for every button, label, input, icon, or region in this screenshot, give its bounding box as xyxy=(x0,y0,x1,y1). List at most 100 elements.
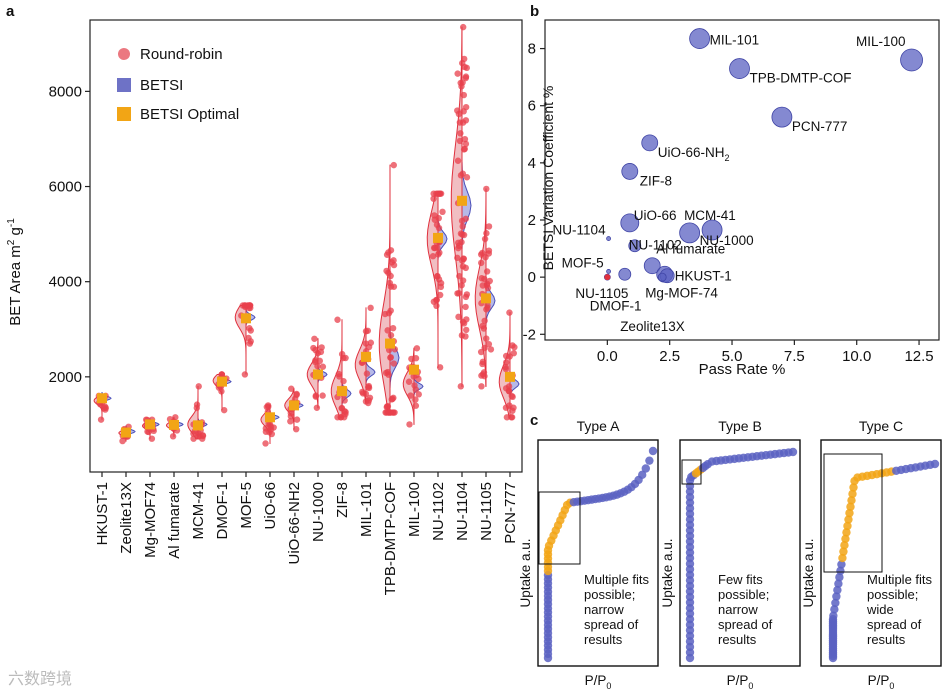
point-red-origin xyxy=(604,274,611,281)
panel-c-annotation-line: possible; xyxy=(718,587,769,602)
panel-c-title: Type B xyxy=(718,418,762,434)
round-robin-point xyxy=(384,403,392,410)
x-tick-label-zif-8: ZIF-8 xyxy=(334,482,351,518)
panel-c-annotation-line: results xyxy=(718,632,757,647)
round-robin-point xyxy=(511,343,518,351)
panel-c-annotation-line: Multiple fits xyxy=(584,572,650,587)
isotherm-point xyxy=(831,598,840,608)
panel-c-annotation-line: narrow xyxy=(584,602,624,617)
x-tick-label-mil-100: MIL-100 xyxy=(406,482,423,537)
violin-mil-101 xyxy=(354,304,376,407)
isotherm-point xyxy=(788,447,798,457)
round-robin-point xyxy=(484,302,491,309)
round-robin-point xyxy=(435,276,443,283)
round-robin-point xyxy=(454,157,462,164)
panel-c-frame xyxy=(537,439,659,667)
round-robin-point xyxy=(413,345,421,352)
round-robin-point xyxy=(463,174,471,181)
round-robin-point xyxy=(433,190,440,197)
x-tick-label-hkust-1: HKUST-1 xyxy=(94,482,111,545)
round-robin-point xyxy=(387,272,394,280)
round-robin-point xyxy=(457,172,465,179)
isotherm-point-fit xyxy=(848,489,857,499)
round-robin-point xyxy=(461,135,469,143)
round-robin-point xyxy=(365,343,373,351)
round-robin-point xyxy=(262,425,270,432)
subscript: 2 xyxy=(724,153,729,163)
panel-c-y-label: Uptake a.u. xyxy=(801,538,816,607)
panel-c-annotation-line: spread of xyxy=(867,617,922,632)
panel-c-x-label: P/P0 xyxy=(727,673,754,691)
isotherm-point-fit xyxy=(838,553,847,563)
isotherm-point-fit xyxy=(841,534,850,543)
panel-a-legend: Round-robin BETSI BETSI Optimal xyxy=(117,46,239,123)
round-robin-point xyxy=(478,259,485,267)
violin-nu-1102 xyxy=(426,190,448,371)
round-robin-point xyxy=(509,407,516,414)
panel-c-selection-box xyxy=(538,491,581,565)
round-robin-point xyxy=(505,387,513,395)
point-label-hkust-1: HKUST-1 xyxy=(675,268,732,283)
x-tick-label-uio-66: UiO-66 xyxy=(262,482,279,530)
round-robin-point xyxy=(101,403,109,410)
round-robin-point xyxy=(338,350,346,358)
round-robin-point xyxy=(313,404,321,411)
round-robin-point xyxy=(415,391,422,398)
round-robin-point xyxy=(433,296,440,304)
point-label-uio-66: UiO-66 xyxy=(634,208,677,223)
panel-c-annotation-line: Few fits xyxy=(718,572,763,587)
round-robin-point xyxy=(458,83,465,90)
round-robin-point xyxy=(478,275,485,282)
round-robin-point xyxy=(485,340,493,348)
round-robin-point xyxy=(454,254,461,262)
isotherm-point-fit xyxy=(840,541,849,550)
panel-c-y-label: Uptake a.u. xyxy=(518,538,533,607)
legend-marker-betsi xyxy=(117,78,131,92)
round-robin-point xyxy=(479,360,486,368)
point-pcn-777 xyxy=(771,106,793,128)
round-robin-point xyxy=(387,247,395,254)
round-robin-point xyxy=(459,318,467,326)
round-robin-point xyxy=(387,283,395,290)
round-robin-point xyxy=(311,335,318,342)
x-tick-label: 0.0 xyxy=(597,348,618,365)
isotherm-point-fit xyxy=(843,521,852,531)
panel-b-points: MIL-101 MIL-100 TPB-DMTP-COF PCN-777 UiO-66-… xyxy=(553,28,923,334)
panel-c-type-a: Type A Uptake a.u. P/P0 Multiple fitspossib… xyxy=(518,418,659,691)
round-robin-point xyxy=(485,247,493,254)
round-robin-point xyxy=(485,223,493,230)
panel-label-c: c xyxy=(530,412,538,429)
panel-a-frame xyxy=(89,19,523,473)
point-label-mcm-41: MCM-41 xyxy=(684,208,736,223)
round-robin-point xyxy=(247,338,254,345)
round-robin-point xyxy=(97,416,105,423)
round-robin-point xyxy=(383,267,390,275)
round-robin-point xyxy=(195,383,202,390)
x-tick-label-pcn-777: PCN-777 xyxy=(502,482,519,544)
subscript: 0 xyxy=(606,681,611,691)
point-label-tpb-dmtp-cof: TPB-DMTP-COF xyxy=(750,71,852,86)
isotherm-point-fit xyxy=(847,496,856,505)
betsi-optimal-marker-mg-mof74 xyxy=(145,419,155,430)
isotherm-point xyxy=(930,459,940,469)
betsi-optimal-marker-nu-1102 xyxy=(433,232,443,243)
round-robin-point xyxy=(458,282,465,289)
round-robin-point xyxy=(220,406,228,414)
legend-label-betsi-optimal: BETSI Optimal xyxy=(140,106,239,123)
round-robin-point xyxy=(312,393,320,400)
round-robin-point xyxy=(319,392,326,399)
x-tick-label: 10.0 xyxy=(842,348,871,365)
panel-c-title: Type A xyxy=(577,418,620,434)
point-tpb-dmtp-cof xyxy=(729,58,750,79)
x-tick-label: 5.0 xyxy=(722,348,743,365)
round-robin-point xyxy=(337,414,345,421)
isotherm-point xyxy=(641,464,650,473)
betsi-optimal-marker-nu-1104 xyxy=(457,195,467,206)
point-mil-100 xyxy=(900,48,923,72)
panel-c-x-label: P/P0 xyxy=(585,673,612,691)
round-robin-point xyxy=(487,346,495,353)
panel-c-annotation-line: possible; xyxy=(584,587,635,602)
isotherm-point-fit xyxy=(839,547,848,556)
point-label-nu-1102: NU-1102 xyxy=(629,238,682,253)
